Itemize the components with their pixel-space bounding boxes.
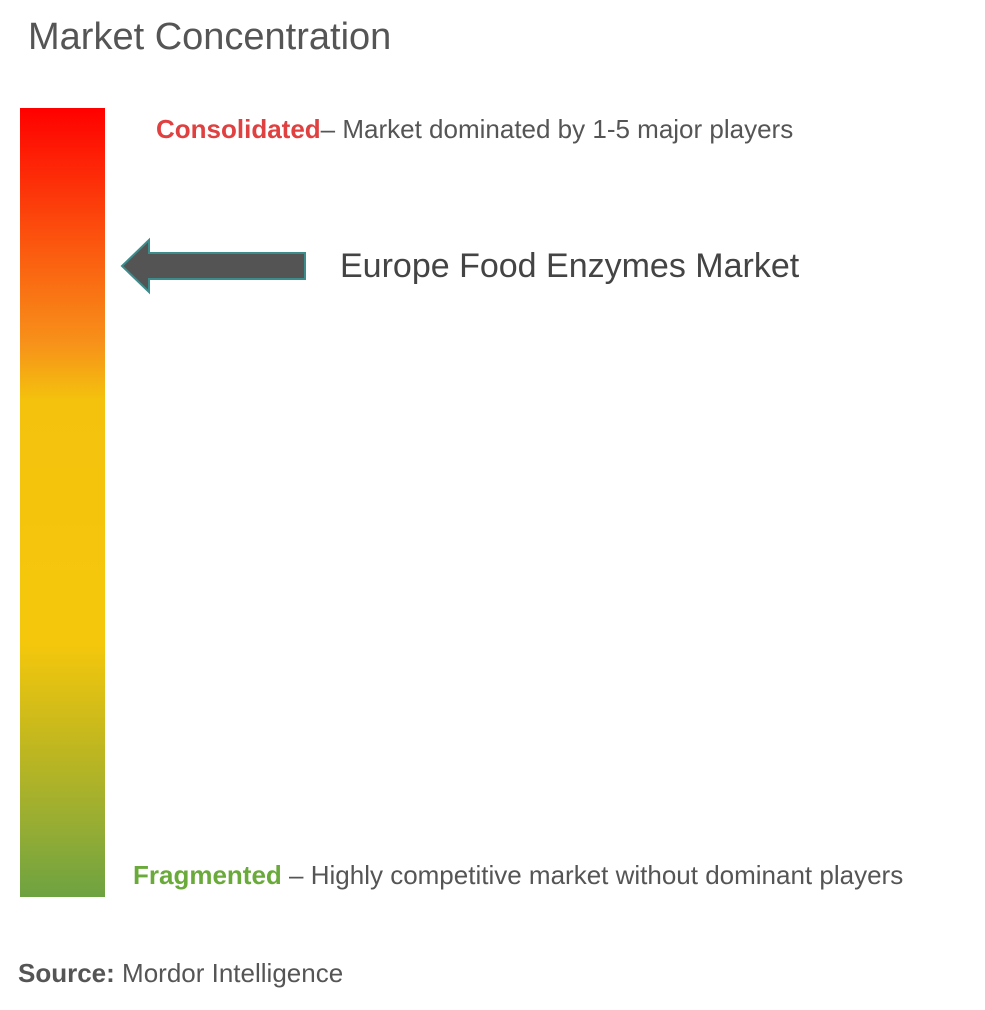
market-label: Europe Food Enzymes Market <box>340 247 800 285</box>
consolidated-legend: Consolidated– Market dominated by 1-5 ma… <box>156 114 793 145</box>
fragmented-description: – Highly competitive market without domi… <box>281 860 904 890</box>
source: Source: Mordor Intelligence <box>18 958 343 989</box>
title: Market Concentration <box>28 16 392 58</box>
fragmented-label: Fragmented <box>133 860 282 890</box>
source-name: Mordor Intelligence <box>122 958 344 988</box>
market-arrow <box>120 237 306 295</box>
fragmented-legend: Fragmented – Highly competitive market w… <box>133 860 903 891</box>
consolidated-description: – Market dominated by 1-5 major players <box>320 114 794 144</box>
source-label: Source: <box>18 958 115 988</box>
concentration-gradient <box>20 108 105 897</box>
consolidated-label: Consolidated <box>156 114 321 144</box>
